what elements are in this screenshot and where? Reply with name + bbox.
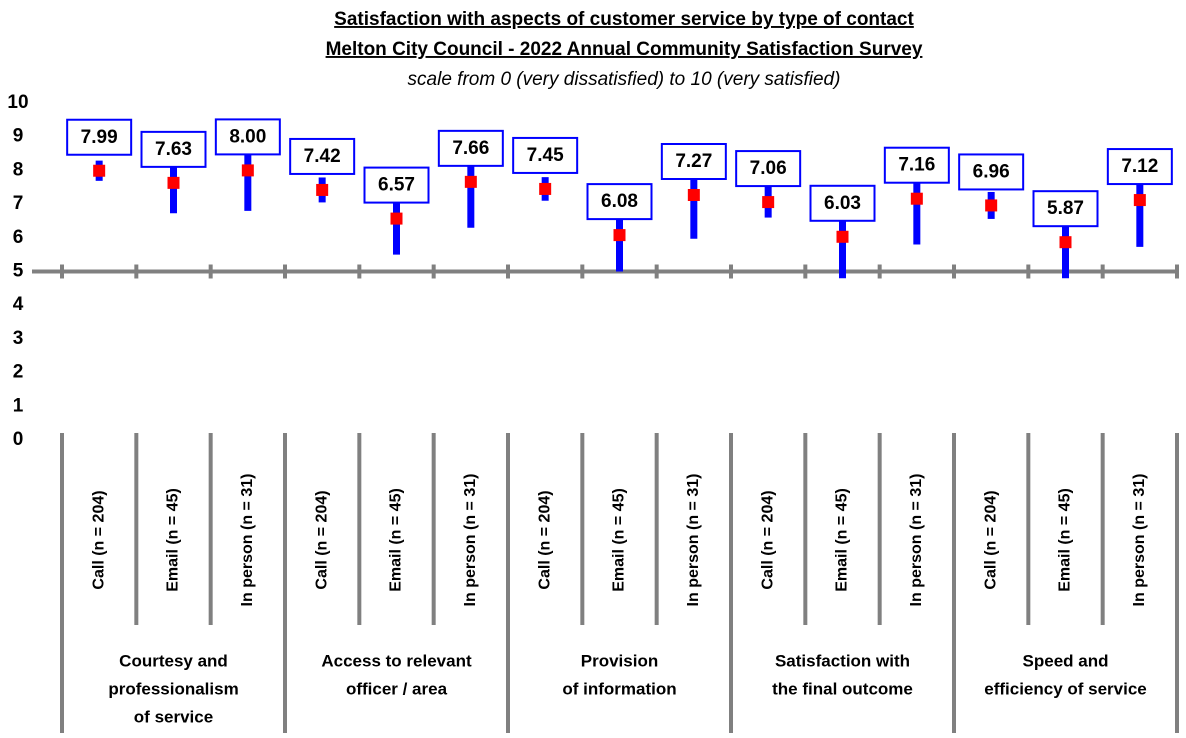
point [464, 175, 477, 188]
value-label: 6.08 [601, 191, 638, 212]
value-label-box [363, 166, 430, 204]
value-label: 7.16 [898, 155, 935, 176]
group-label: efficiency of service [984, 679, 1147, 698]
value-label-box [214, 118, 281, 156]
x-tick-label: In person (n = 31) [908, 474, 925, 607]
x-tick-label: In person (n = 31) [685, 474, 702, 607]
x-tick-label: Email (n = 45) [388, 488, 405, 592]
x-tick-label: Email (n = 45) [834, 488, 851, 592]
y-tick-label: 2 [13, 362, 24, 383]
value-label-box [437, 129, 504, 167]
x-tick-label: Call (n = 204) [759, 490, 776, 589]
value-label: 7.06 [750, 158, 787, 179]
x-tick-label: Call (n = 204) [90, 490, 107, 589]
y-tick-label: 9 [13, 126, 24, 147]
y-tick-label: 10 [7, 92, 28, 113]
y-tick-label: 3 [13, 328, 24, 349]
group-label: of information [562, 679, 676, 698]
value-label: 7.42 [304, 146, 341, 167]
y-tick-label: 7 [13, 193, 24, 214]
value-label: 7.66 [452, 138, 489, 159]
y-tick-label: 1 [13, 395, 24, 416]
value-label-box [289, 137, 356, 175]
x-tick-label: In person (n = 31) [1131, 474, 1148, 607]
value-label-box [512, 136, 579, 174]
group-label: officer / area [346, 679, 448, 698]
point [613, 229, 626, 242]
x-tick-label: Call (n = 204) [982, 490, 999, 589]
point [985, 199, 998, 212]
value-label-box [883, 146, 950, 184]
value-label: 7.63 [155, 139, 192, 160]
point [687, 189, 700, 202]
value-label-box [735, 150, 802, 188]
value-label-box [958, 153, 1025, 191]
point [910, 192, 923, 205]
point [762, 196, 775, 209]
y-tick-label: 6 [13, 227, 24, 248]
value-label: 6.57 [378, 175, 415, 196]
value-label-box [1032, 190, 1099, 228]
group-label: Speed and [1023, 651, 1109, 670]
point [167, 176, 180, 189]
value-label: 6.03 [824, 193, 861, 214]
value-label-box [660, 143, 727, 181]
x-tick-label: In person (n = 31) [239, 474, 256, 607]
y-tick-label: 4 [13, 294, 24, 315]
value-label: 7.27 [675, 151, 712, 172]
value-label: 7.45 [527, 145, 564, 166]
x-tick-label: Email (n = 45) [165, 488, 182, 592]
group-label: Satisfaction with [775, 651, 910, 670]
group-label: of service [134, 707, 213, 726]
x-tick-label: Email (n = 45) [611, 488, 628, 592]
point [836, 230, 849, 243]
chart-subtitle: Melton City Council - 2022 Annual Commun… [326, 39, 923, 60]
group-label: the final outcome [772, 679, 913, 698]
group-label: Access to relevant [321, 651, 472, 670]
x-tick-label: In person (n = 31) [462, 474, 479, 607]
group-label: Courtesy and [119, 651, 228, 670]
value-label: 7.99 [81, 127, 118, 148]
group-label: Provision [581, 651, 658, 670]
value-label: 6.96 [973, 161, 1010, 182]
y-tick-label: 5 [13, 261, 24, 282]
group-label: professionalism [108, 679, 238, 698]
y-tick-label: 8 [13, 159, 24, 180]
value-label-box [809, 184, 876, 222]
point [1059, 236, 1072, 249]
x-tick-label: Call (n = 204) [313, 490, 330, 589]
value-label-box [140, 130, 207, 168]
value-label-box [66, 118, 133, 156]
point [241, 164, 254, 177]
value-label-box [1106, 148, 1173, 186]
value-label: 7.12 [1121, 156, 1158, 177]
point [390, 212, 403, 225]
value-label: 8.00 [229, 126, 266, 147]
x-tick-label: Email (n = 45) [1057, 488, 1074, 592]
point [1133, 194, 1146, 207]
chart-note: scale from 0 (very dissatisfied) to 10 (… [408, 69, 841, 90]
chart-title: Satisfaction with aspects of customer se… [334, 9, 914, 30]
value-label: 5.87 [1047, 198, 1084, 219]
x-tick-label: Call (n = 204) [536, 490, 553, 589]
point [93, 164, 106, 177]
point [539, 182, 552, 195]
y-tick-label: 0 [13, 429, 24, 450]
point [316, 183, 329, 196]
value-label-box [586, 183, 653, 221]
